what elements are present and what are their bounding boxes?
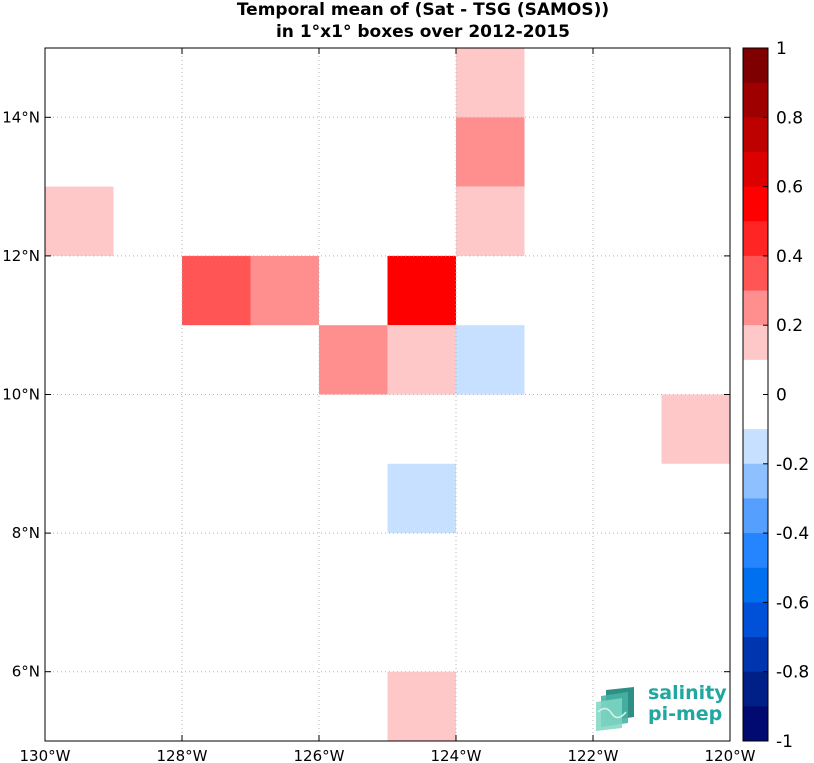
colorbar-segment (743, 82, 768, 118)
colorbar-segment (743, 429, 768, 465)
heatmap-cell (456, 48, 525, 118)
heatmap-cell (456, 117, 525, 187)
x-tick-label: 130°W (20, 747, 71, 763)
colorbar-segment (743, 533, 768, 569)
colorbar-segment (743, 394, 768, 430)
y-tick-label: 12°N (2, 247, 40, 265)
colorbar-tick-label: 1 (776, 39, 787, 59)
colorbar-segment (743, 359, 768, 395)
colorbar-segment (743, 671, 768, 707)
colorbar-tick-label: 0.4 (776, 247, 803, 267)
colorbar: 1 0.8 0.6 0.4 0.2 0 -0.2 -0.4 -0.6 -0.8 -1 (742, 39, 809, 752)
colorbar-segment (743, 117, 768, 153)
x-tick-label: 124°W (431, 747, 482, 763)
colorbar-segment (743, 567, 768, 603)
heatmap-cell (182, 255, 251, 326)
x-axis: 130°W 128°W 126°W 124°W 122°W 120°W (20, 48, 756, 763)
colorbar-tick-label: -0.6 (776, 593, 809, 613)
chart-title: Temporal mean of (Sat - TSG (SAMOS)) (236, 0, 610, 20)
colorbar-segment (743, 186, 768, 222)
x-tick-label: 122°W (568, 747, 619, 763)
x-tick-label: 120°W (705, 747, 756, 763)
colorbar-segment (743, 221, 768, 257)
colorbar-tick-label: 0.2 (776, 316, 803, 336)
heatmap-cell (456, 325, 525, 395)
colorbar-segment (743, 151, 768, 188)
y-tick-label: 10°N (2, 386, 40, 404)
logo-text-salinity: salinity (648, 682, 727, 704)
y-tick-label: 14°N (2, 108, 40, 126)
colorbar-segment (743, 498, 768, 534)
colorbar-segment (743, 290, 768, 326)
heatmap-cell (387, 671, 456, 741)
colorbar-segment (743, 463, 768, 499)
y-tick-label: 6°N (12, 663, 40, 681)
heatmap-cell (387, 325, 456, 395)
colorbar-tick-label: -0.8 (776, 663, 809, 683)
colorbar-segment (743, 706, 768, 742)
heatmap-cells (45, 48, 730, 741)
heatmap-cell (387, 463, 456, 534)
heatmap-cell (456, 186, 525, 256)
colorbar-segment (743, 637, 768, 673)
x-tick-label: 126°W (294, 747, 345, 763)
heatmap-cell (45, 186, 114, 256)
logo-text-pi-mep: pi-mep (648, 703, 723, 725)
x-tick-label: 128°W (157, 747, 208, 763)
heatmap-cell (250, 255, 319, 326)
chart-subtitle: in 1°x1° boxes over 2012-2015 (275, 22, 571, 42)
heatmap-cell (319, 325, 388, 395)
colorbar-tick-label: -1 (776, 732, 793, 752)
colorbar-tick-label: 0.8 (776, 108, 803, 128)
colorbar-tick-label: 0 (776, 386, 787, 406)
colorbar-tick-label: -0.2 (776, 455, 809, 475)
y-tick-label: 8°N (12, 524, 40, 542)
colorbar-segment (743, 48, 768, 84)
salinity-pi-mep-logo-icon (596, 687, 634, 731)
colorbar-segment (743, 325, 768, 361)
colorbar-tick-label: 0.6 (776, 178, 803, 198)
heatmap-cell (661, 394, 730, 464)
colorbar-segment (743, 255, 768, 292)
y-axis: 6°N 8°N 10°N 12°N 14°N (2, 108, 730, 681)
colorbar-segment (743, 602, 768, 638)
colorbar-tick-label: -0.4 (776, 524, 809, 544)
heatmap-cell (387, 255, 456, 326)
